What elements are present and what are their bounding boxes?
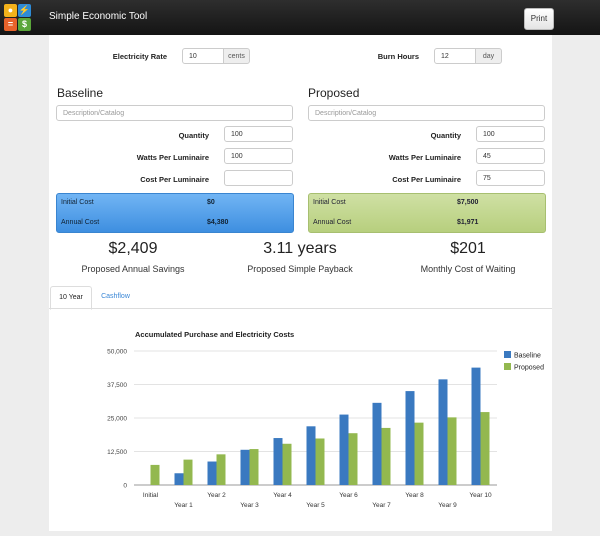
x-tick-label: Year 9 [438, 502, 457, 509]
x-tick-label: Year 7 [372, 502, 391, 509]
burn-hours-label: Burn Hours [377, 52, 419, 61]
cost-of-waiting-label: Monthly Cost of Waiting [420, 264, 516, 274]
bar-proposed [216, 454, 226, 485]
baseline-initial-cost-label: Initial Cost [61, 199, 94, 206]
x-tick-label: Year 6 [339, 492, 358, 499]
proposed-cost-input[interactable]: 75 [476, 170, 545, 186]
baseline-description-input[interactable]: Description/Catalog [56, 105, 293, 121]
proposed-quantity-input[interactable]: 100 [476, 126, 545, 142]
bar-proposed [414, 422, 424, 485]
bar-baseline [339, 414, 349, 485]
x-tick-label: Year 8 [405, 492, 424, 499]
baseline-initial-cost-value: $0 [207, 199, 215, 206]
y-tick-label: 25,000 [107, 416, 127, 423]
bar-proposed [480, 412, 490, 485]
bar-proposed [447, 417, 457, 485]
baseline-quantity-input[interactable]: 100 [224, 126, 293, 142]
electricity-rate-input[interactable]: 10 [182, 48, 224, 64]
legend-swatch [504, 351, 511, 358]
bar-baseline [372, 402, 382, 485]
annual-savings-value: $2,409 [108, 240, 158, 257]
baseline-annual-cost-value: $4,380 [207, 219, 229, 226]
bar-baseline [471, 367, 481, 485]
proposed-title: Proposed [308, 86, 360, 100]
chart-title: Accumulated Purchase and Electricity Cos… [135, 330, 294, 339]
x-tick-label: Year 4 [273, 492, 292, 499]
proposed-description-input[interactable]: Description/Catalog [308, 105, 545, 121]
bar-baseline [240, 449, 250, 485]
burn-hours-input[interactable]: 12 [434, 48, 476, 64]
proposed-initial-cost-value: $7,500 [457, 199, 479, 206]
baseline-annual-cost-label: Annual Cost [61, 219, 100, 226]
bar-proposed [249, 449, 259, 485]
bar-baseline [405, 391, 415, 485]
main-content: Electricity Rate 10 cents Burn Hours 12 … [49, 35, 552, 531]
bar-baseline [174, 473, 184, 485]
bar-proposed [315, 438, 325, 485]
baseline-quantity-label: Quantity [178, 131, 209, 140]
proposed-initial-cost-label: Initial Cost [313, 199, 346, 206]
app-logo-icon: ● ⚡ = $ [4, 4, 31, 31]
bar-baseline [438, 379, 448, 485]
bar-proposed [183, 459, 193, 485]
y-tick-label: 12,500 [107, 449, 127, 456]
tab-cashflow[interactable]: Cashflow [101, 293, 130, 300]
legend-label: Baseline [514, 353, 541, 360]
y-tick-label: 50,000 [107, 349, 127, 356]
baseline-watts-label: Watts Per Luminaire [136, 153, 209, 162]
proposed-cost-summary: Initial Cost $7,500 Annual Cost $1,971 [308, 193, 546, 233]
bar-baseline [306, 426, 316, 485]
x-tick-label: Year 2 [207, 492, 226, 499]
proposed-annual-cost-label: Annual Cost [313, 219, 352, 226]
baseline-cost-label: Cost Per Luminaire [140, 175, 209, 184]
chart-panel: Accumulated Purchase and Electricity Cos… [49, 308, 552, 532]
y-tick-label: 0 [123, 483, 127, 490]
x-tick-label: Year 10 [469, 492, 492, 499]
electricity-rate-label: Electricity Rate [112, 52, 167, 61]
legend-label: Proposed [514, 365, 544, 372]
proposed-watts-label: Watts Per Luminaire [388, 153, 461, 162]
top-bar: ● ⚡ = $ Simple Economic Tool Print [0, 0, 600, 35]
burn-hours-unit: day [475, 48, 502, 64]
x-tick-label: Year 1 [174, 502, 193, 509]
baseline-watts-input[interactable]: 100 [224, 148, 293, 164]
cost-chart: Accumulated Purchase and Electricity Cos… [107, 330, 544, 509]
print-button[interactable]: Print [524, 8, 554, 30]
bar-baseline [273, 438, 283, 485]
tab-10-year[interactable]: 10 Year [50, 286, 92, 310]
x-tick-label: Initial [143, 492, 159, 499]
baseline-cost-input[interactable] [224, 170, 293, 186]
y-tick-label: 37,500 [107, 382, 127, 389]
legend-swatch [504, 363, 511, 370]
electricity-rate-unit: cents [223, 48, 250, 64]
simple-payback-label: Proposed Simple Payback [247, 264, 353, 274]
annual-savings-label: Proposed Annual Savings [81, 264, 185, 274]
bar-proposed [282, 443, 292, 485]
x-tick-label: Year 3 [240, 502, 259, 509]
baseline-title: Baseline [57, 86, 104, 100]
proposed-watts-input[interactable]: 45 [476, 148, 545, 164]
proposed-cost-label: Cost Per Luminaire [392, 175, 461, 184]
simple-payback-value: 3.11 years [263, 240, 337, 257]
bar-proposed [381, 427, 391, 485]
proposed-annual-cost-value: $1,971 [457, 219, 479, 226]
baseline-cost-summary: Initial Cost $0 Annual Cost $4,380 [56, 193, 294, 233]
bar-proposed [150, 464, 160, 485]
bar-proposed [348, 433, 358, 485]
x-tick-label: Year 5 [306, 502, 325, 509]
proposed-quantity-label: Quantity [430, 131, 461, 140]
cost-of-waiting-value: $201 [450, 240, 486, 257]
bar-baseline [207, 461, 217, 485]
app-title: Simple Economic Tool [49, 11, 148, 22]
